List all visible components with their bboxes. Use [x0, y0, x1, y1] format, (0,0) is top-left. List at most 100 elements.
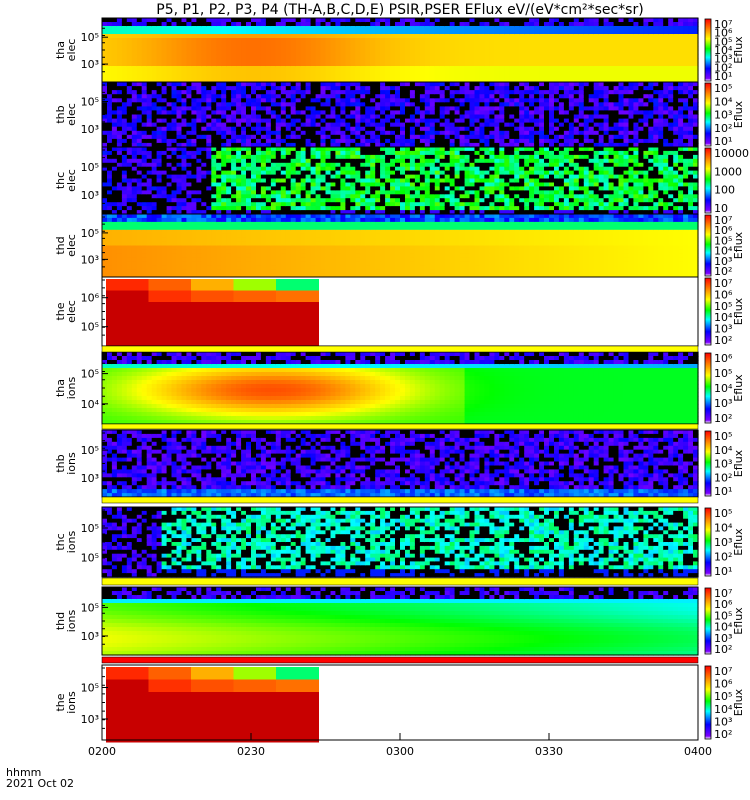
heatmap-cell: [365, 58, 371, 63]
heatmap-cell: [588, 50, 595, 55]
heatmap-cell: [151, 154, 158, 160]
heatmap-cell: [136, 166, 143, 172]
heatmap-cell: [151, 170, 158, 176]
heatmap-cell: [206, 98, 212, 103]
heatmap-cell: [504, 110, 510, 116]
heatmap-cell: [554, 90, 560, 95]
heatmap-cell: [529, 22, 535, 27]
heatmap-cell: [191, 74, 197, 79]
heatmap-cell: [241, 102, 247, 107]
heatmap-cell: [256, 190, 262, 195]
heatmap-cell: [405, 30, 411, 35]
heatmap-cell: [206, 182, 212, 187]
heatmap-cell: [419, 118, 426, 124]
heatmap-cell: [444, 34, 451, 39]
heatmap-cell: [608, 54, 615, 59]
heatmap-cell: [593, 50, 600, 55]
heatmap-cell: [658, 18, 664, 23]
heatmap-cell: [340, 18, 346, 23]
heatmap-cell: [395, 110, 401, 116]
heatmap-cell: [186, 202, 192, 207]
heatmap-cell: [414, 82, 421, 87]
heatmap-cell: [370, 170, 376, 176]
heatmap-cell: [136, 98, 143, 103]
heatmap-cell: [693, 26, 699, 31]
heatmap-cell: [206, 210, 212, 215]
heatmap-cell: [509, 30, 515, 35]
heatmap-cell: [360, 30, 366, 35]
heatmap-cell: [385, 174, 391, 180]
heatmap-cell: [355, 102, 361, 107]
heatmap-cell: [633, 42, 639, 47]
heatmap-cell: [126, 198, 133, 203]
heatmap-cell: [201, 62, 207, 67]
heatmap-cell: [116, 54, 123, 59]
heatmap-cell: [305, 130, 312, 136]
heatmap-cell: [400, 94, 406, 99]
heatmap-cell: [414, 126, 421, 132]
heatmap-cell: [633, 130, 639, 136]
heatmap-cell: [539, 106, 545, 112]
heatmap-cell: [325, 122, 332, 128]
heatmap-cell: [285, 190, 292, 195]
heatmap-cell: [335, 114, 341, 120]
heatmap-cell: [489, 94, 495, 99]
heatmap-cell: [107, 26, 113, 31]
heatmap-cell: [568, 30, 575, 35]
heatmap-cell: [360, 170, 366, 176]
heatmap-cell: [563, 74, 570, 79]
heatmap-cell: [107, 62, 113, 67]
heatmap-cell: [419, 110, 426, 116]
heatmap-cell: [568, 106, 575, 112]
heatmap-cell: [111, 142, 118, 148]
heatmap-cell: [320, 186, 327, 191]
heatmap-cell: [206, 26, 212, 31]
heatmap-cell: [429, 118, 436, 124]
heatmap-cell: [211, 142, 217, 148]
heatmap-cell: [226, 66, 232, 71]
heatmap-cell: [251, 122, 257, 128]
heatmap-cell: [429, 142, 436, 148]
heatmap-cell: [102, 186, 108, 191]
heatmap-cell: [678, 50, 684, 55]
heatmap-cell: [305, 58, 312, 63]
heatmap-cell: [201, 30, 207, 35]
heatmap-cell: [330, 198, 337, 203]
heatmap-cell: [107, 34, 113, 39]
heatmap-cell: [524, 82, 530, 87]
heatmap-cell: [211, 90, 217, 95]
heatmap-cell: [365, 158, 371, 164]
heatmap-cell: [683, 114, 689, 120]
heatmap-cell: [400, 46, 406, 51]
heatmap-cell: [196, 42, 202, 47]
heatmap-cell: [107, 134, 113, 140]
heatmap-cell: [236, 210, 242, 215]
heatmap-cell: [613, 134, 620, 140]
heatmap-cell: [583, 62, 590, 67]
heatmap-cell: [226, 142, 232, 148]
heatmap-cell: [126, 178, 133, 183]
heatmap-cell: [524, 74, 530, 79]
heatmap-cell: [524, 86, 530, 91]
heatmap-cell: [355, 106, 361, 112]
heatmap-cell: [360, 42, 366, 47]
heatmap-cell: [380, 147, 386, 152]
heatmap-cell: [295, 147, 302, 152]
heatmap-cell: [395, 202, 401, 207]
heatmap-cell: [300, 174, 307, 180]
heatmap-cell: [464, 78, 471, 83]
heatmap-cell: [300, 42, 307, 47]
heatmap-cell: [504, 30, 510, 35]
heatmap-cell: [300, 26, 307, 31]
heatmap-cell: [673, 34, 679, 39]
heatmap-cell: [509, 46, 515, 51]
heatmap-cell: [315, 114, 322, 120]
heatmap-cell: [275, 98, 282, 103]
heatmap-cell: [539, 46, 545, 51]
heatmap-cell: [400, 34, 406, 39]
heatmap-cell: [231, 26, 237, 31]
heatmap-cell: [370, 18, 376, 23]
heatmap-cell: [246, 90, 252, 95]
heatmap-cell: [380, 30, 386, 35]
heatmap-cell: [434, 90, 441, 95]
